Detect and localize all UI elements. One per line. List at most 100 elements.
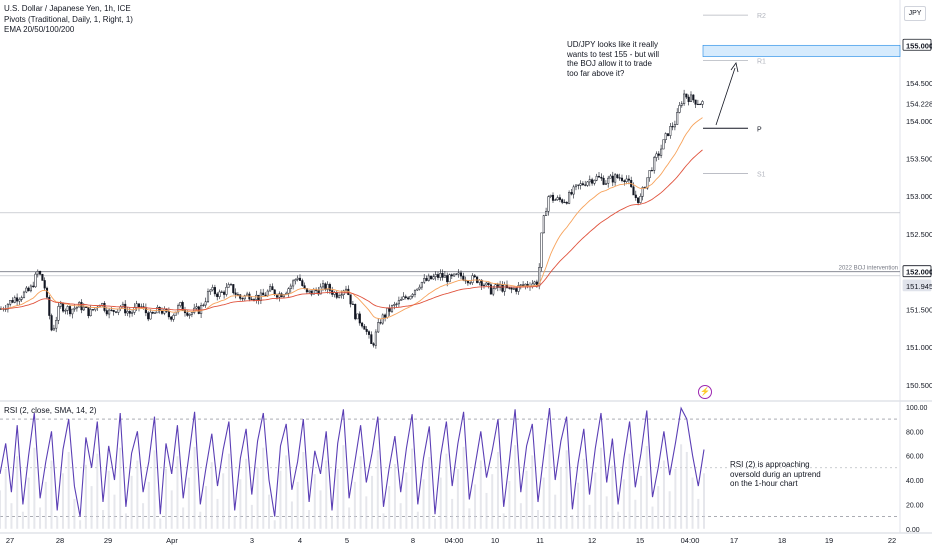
candle-body: [361, 322, 364, 327]
candle: [586, 181, 589, 187]
candle-body: [204, 301, 207, 306]
candle: [413, 289, 417, 298]
candle: [577, 184, 580, 190]
candle: [584, 180, 587, 187]
candle-body: [241, 298, 244, 300]
candle: [172, 313, 175, 322]
candle: [147, 311, 150, 322]
candle: [395, 302, 398, 309]
candle: [689, 91, 693, 103]
time-tick-label: 04:00: [681, 536, 700, 545]
candle: [381, 313, 384, 325]
axes-layer: 155.000 154.500 154.000 153.500 153.000 152.5…: [6, 38, 932, 545]
candle: [648, 170, 651, 182]
candle: [420, 281, 423, 290]
candle: [441, 269, 444, 281]
rsi-volume-bar: [222, 473, 225, 529]
rsi-volume-bar: [33, 447, 36, 529]
candle-body: [701, 101, 704, 105]
legend-symbol[interactable]: U.S. Dollar / Japanese Yen, 1h, ICE: [4, 4, 131, 13]
candle-body: [588, 179, 591, 183]
candle-body: [430, 275, 433, 280]
candle-body: [149, 311, 152, 320]
candle-body: [434, 274, 437, 277]
candle: [223, 290, 226, 299]
candle-body: [547, 196, 550, 212]
candle-body: [57, 306, 60, 321]
candle: [241, 297, 244, 302]
rsi-volume-bar: [657, 486, 660, 529]
rsi-volume-bar: [50, 460, 53, 529]
candle: [154, 311, 157, 314]
candle: [347, 285, 350, 296]
candle-body: [105, 310, 108, 315]
candle: [16, 293, 19, 306]
candle-body: [572, 186, 575, 195]
candle-body: [611, 175, 614, 183]
candle: [418, 284, 421, 291]
candle-body: [296, 277, 299, 280]
lightning-icon[interactable]: ⚡: [698, 385, 712, 399]
candle-body: [558, 197, 561, 200]
candle: [469, 281, 472, 285]
candle: [338, 293, 341, 299]
candle: [181, 300, 184, 311]
candle: [13, 295, 16, 304]
price-label-box: [902, 38, 932, 51]
candle-body: [59, 303, 62, 307]
candle: [36, 269, 39, 278]
price-tick-label: 153.000: [906, 192, 932, 201]
candle-body: [524, 283, 527, 286]
candle: [572, 184, 575, 199]
pivot-label: R1: [757, 58, 766, 65]
candle-body: [108, 309, 111, 315]
rsi-volume-bar: [124, 513, 127, 529]
candle: [581, 181, 584, 186]
candle-body: [27, 287, 30, 292]
annotation-line: wants to test 155 - but will: [567, 49, 660, 59]
rsi-legend[interactable]: RSI (2, close, SMA, 14, 2): [4, 406, 97, 415]
candle-body: [32, 285, 35, 288]
candle: [660, 144, 663, 159]
legend-ema[interactable]: EMA 20/50/100/200: [4, 25, 75, 34]
rsi-volume-bar: [594, 472, 597, 529]
candle-body: [591, 179, 594, 184]
candle: [547, 195, 550, 216]
rsi-volume-bar: [582, 458, 585, 529]
candle-body: [517, 285, 520, 292]
rsi-volume-bar: [67, 451, 70, 529]
candle-body: [195, 306, 198, 309]
candle-body: [163, 308, 166, 314]
rsi-volume-bar: [268, 494, 271, 529]
candle-body: [448, 274, 451, 283]
candle: [11, 297, 14, 304]
rsi-volume-bar: [313, 474, 316, 529]
candle: [218, 289, 221, 300]
candle: [20, 295, 23, 302]
candle-body: [358, 313, 361, 324]
legend-pivots[interactable]: Pivots (Traditional, Daily, 1, Right, 1): [4, 14, 133, 24]
rsi-volume-bar: [10, 503, 13, 529]
candle-body: [377, 322, 380, 333]
rsi-volume-bar: [628, 453, 631, 529]
candle-body: [292, 280, 295, 287]
candle-body: [160, 310, 164, 314]
candle: [354, 303, 357, 321]
price-levels: 2022 BOJ intervention R2 R1 P S1: [0, 13, 901, 277]
candle: [425, 275, 428, 282]
candle-body: [487, 282, 490, 285]
rsi-tick-label: 40.00: [906, 478, 924, 485]
candle-body: [614, 174, 617, 183]
arrow-head: [730, 62, 739, 73]
candle: [204, 297, 207, 308]
candle-body: [209, 289, 212, 292]
currency-badge[interactable]: JPY: [904, 6, 926, 21]
candle-body: [542, 215, 545, 234]
rsi-volume-bar: [308, 510, 311, 529]
rsi-volume-bar: [365, 496, 368, 529]
candle-body: [36, 270, 39, 275]
candle-body: [676, 112, 679, 125]
rsi-volume-bar: [565, 450, 568, 529]
rsi-volume-bar: [393, 463, 396, 529]
time-tick-label: 11: [536, 536, 544, 545]
